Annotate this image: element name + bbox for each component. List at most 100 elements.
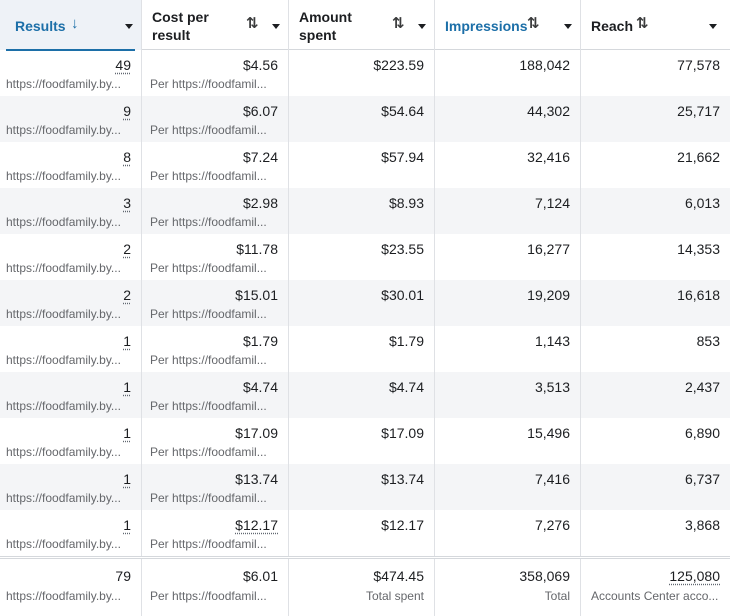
sort-up-down-icon[interactable]: ⇅ — [392, 15, 405, 33]
total-impressions-value: 358,069 — [519, 568, 570, 584]
results-subtitle: https://foodfamily.by... — [6, 307, 134, 321]
results-cell: 3 https://foodfamily.by... — [0, 188, 142, 234]
column-header-impressions[interactable]: Impressions ⇅ — [435, 0, 581, 50]
cost-per-result-cell: $1.79 Per https://foodfamil... — [142, 326, 289, 372]
cost-per-result-subtitle: Per https://foodfamil... — [150, 399, 280, 413]
amount-spent-value: $4.74 — [389, 379, 424, 395]
results-value[interactable]: 1 — [123, 333, 131, 349]
amount-spent-cell: $12.17 — [289, 510, 435, 556]
column-header-reach[interactable]: Reach ⇅ — [581, 0, 730, 50]
column-header-amount-spent[interactable]: Amount spent ⇅ — [289, 0, 435, 50]
reach-value: 14,353 — [677, 241, 720, 257]
amount-spent-cell: $57.94 — [289, 142, 435, 188]
results-subtitle: https://foodfamily.by... — [6, 399, 134, 413]
arrow-down-icon[interactable]: ↓ — [71, 15, 79, 33]
table-row: 1 https://foodfamily.by... $4.74 Per https:… — [0, 372, 730, 418]
impressions-cell: 15,496 — [435, 418, 581, 464]
results-value[interactable]: 1 — [123, 425, 131, 441]
amount-spent-value: $13.74 — [381, 471, 424, 487]
total-results-subtitle: https://foodfamily.by... — [6, 589, 121, 603]
results-value[interactable]: 9 — [123, 103, 131, 119]
cost-per-result-cell: $13.74 Per https://foodfamil... — [142, 464, 289, 510]
impressions-cell: 32,416 — [435, 142, 581, 188]
impressions-cell: 188,042 — [435, 50, 581, 96]
total-impressions-subtitle: Total — [545, 589, 570, 603]
reach-cell: 77,578 — [581, 50, 730, 96]
results-value[interactable]: 49 — [115, 57, 131, 73]
amount-spent-cell: $223.59 — [289, 50, 435, 96]
total-reach-value[interactable]: 125,080 — [669, 568, 720, 584]
results-cell: 1 https://foodfamily.by... — [0, 510, 142, 556]
reach-value: 77,578 — [677, 57, 720, 73]
reach-cell: 6,013 — [581, 188, 730, 234]
amount-spent-cell: $30.01 — [289, 280, 435, 326]
total-cost-per-result-value: $6.01 — [243, 568, 278, 584]
reach-value: 21,662 — [677, 149, 720, 165]
cost-per-result-value[interactable]: $12.17 — [235, 517, 278, 533]
column-header-results[interactable]: Results ↓ — [0, 0, 142, 50]
reach-cell: 853 — [581, 326, 730, 372]
table-row: 1 https://foodfamily.by... $13.74 Per https… — [0, 464, 730, 510]
results-subtitle: https://foodfamily.by... — [6, 445, 134, 459]
table-header: Results ↓ Cost per result ⇅ Amount spent… — [0, 0, 730, 50]
results-value[interactable]: 2 — [123, 241, 131, 257]
reach-value: 853 — [697, 333, 720, 349]
impressions-value: 1,143 — [535, 333, 570, 349]
cost-per-result-cell: $7.24 Per https://foodfamil... — [142, 142, 289, 188]
cost-per-result-cell: $2.98 Per https://foodfamil... — [142, 188, 289, 234]
cost-per-result-subtitle: Per https://foodfamil... — [150, 537, 280, 551]
table-row: 1 https://foodfamily.by... $17.09 Per https… — [0, 418, 730, 464]
results-value[interactable]: 1 — [123, 471, 131, 487]
results-value[interactable]: 8 — [123, 149, 131, 165]
column-label-results: Results — [15, 17, 66, 35]
total-amount-spent-subtitle: Total spent — [366, 589, 424, 603]
cost-per-result-value: $17.09 — [235, 425, 278, 441]
cost-per-result-value: $15.01 — [235, 287, 278, 303]
impressions-value: 7,416 — [535, 471, 570, 487]
amount-spent-cell: $4.74 — [289, 372, 435, 418]
amount-spent-cell: $1.79 — [289, 326, 435, 372]
reach-cell: 3,868 — [581, 510, 730, 556]
amount-spent-cell: $54.64 — [289, 96, 435, 142]
cost-per-result-cell: $4.74 Per https://foodfamil... — [142, 372, 289, 418]
cost-per-result-cell: $4.56 Per https://foodfamil... — [142, 50, 289, 96]
results-value[interactable]: 1 — [123, 379, 131, 395]
chevron-down-icon[interactable] — [125, 24, 133, 29]
reach-value: 6,013 — [685, 195, 720, 211]
impressions-value: 3,513 — [535, 379, 570, 395]
impressions-cell: 19,209 — [435, 280, 581, 326]
sort-up-down-icon[interactable]: ⇅ — [246, 15, 259, 33]
amount-spent-value: $23.55 — [381, 241, 424, 257]
amount-spent-value: $223.59 — [373, 57, 424, 73]
chevron-down-icon[interactable] — [564, 24, 572, 29]
cost-per-result-subtitle: Per https://foodfamil... — [150, 353, 280, 367]
reach-value: 2,437 — [685, 379, 720, 395]
column-header-cost-per-result[interactable]: Cost per result ⇅ — [142, 0, 289, 50]
total-reach-subtitle: Accounts Center acco... — [591, 589, 722, 603]
amount-spent-value: $54.64 — [381, 103, 424, 119]
results-value[interactable]: 2 — [123, 287, 131, 303]
results-value[interactable]: 3 — [123, 195, 131, 211]
chevron-down-icon[interactable] — [709, 24, 717, 29]
column-label-amount-spent: Amount spent — [299, 8, 369, 44]
results-value[interactable]: 1 — [123, 517, 131, 533]
results-cell: 1 https://foodfamily.by... — [0, 326, 142, 372]
cost-per-result-subtitle: Per https://foodfamil... — [150, 123, 280, 137]
chevron-down-icon[interactable] — [272, 24, 280, 29]
results-subtitle: https://foodfamily.by... — [6, 169, 134, 183]
results-subtitle: https://foodfamily.by... — [6, 537, 134, 551]
amount-spent-cell: $23.55 — [289, 234, 435, 280]
cost-per-result-value: $11.78 — [236, 241, 278, 257]
cost-per-result-cell: $17.09 Per https://foodfamil... — [142, 418, 289, 464]
sort-up-down-icon[interactable]: ⇅ — [636, 15, 649, 33]
results-cell: 1 https://foodfamily.by... — [0, 372, 142, 418]
total-cost-per-result-cell: $6.01 Per https://foodfamil... — [142, 559, 289, 616]
cost-per-result-value: $2.98 — [243, 195, 278, 211]
total-results-value: 79 — [115, 568, 131, 584]
cost-per-result-value: $1.79 — [243, 333, 278, 349]
sort-up-down-icon[interactable]: ⇅ — [527, 15, 540, 33]
chevron-down-icon[interactable] — [418, 24, 426, 29]
impressions-cell: 7,124 — [435, 188, 581, 234]
cost-per-result-cell: $11.78 Per https://foodfamil... — [142, 234, 289, 280]
cost-per-result-subtitle: Per https://foodfamil... — [150, 445, 280, 459]
